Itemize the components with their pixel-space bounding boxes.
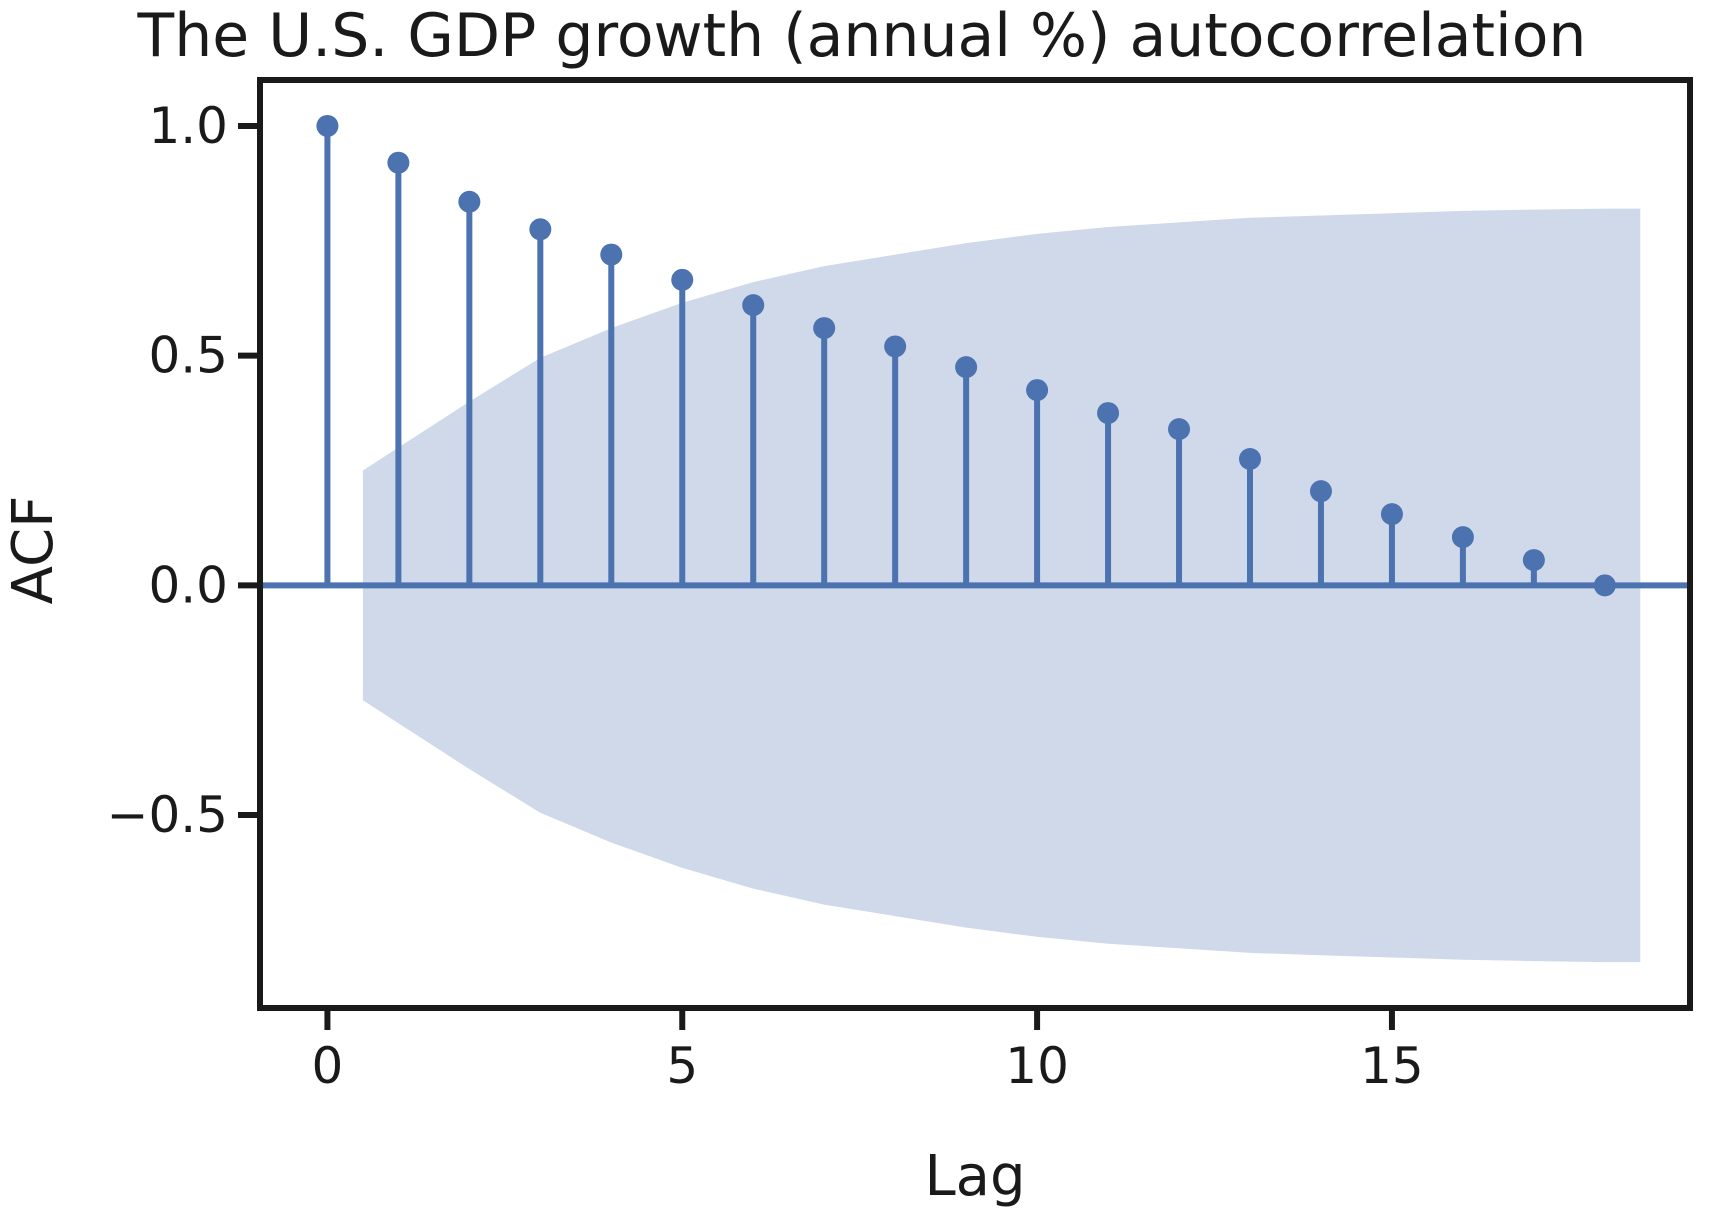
acf-point-2 [458, 190, 481, 213]
chart-title: The U.S. GDP growth (annual %) autocorre… [137, 1, 1587, 71]
y-tick-label: 0.0 [148, 556, 228, 614]
y-axis-label: ACF [1, 496, 66, 605]
acf-point-7 [813, 317, 836, 340]
acf-point-8 [884, 335, 907, 358]
acf-point-16 [1451, 526, 1474, 549]
y-tick-label: 0.5 [148, 327, 228, 385]
acf-point-14 [1309, 480, 1332, 503]
acf-point-17 [1522, 549, 1545, 572]
plot-area [260, 114, 1690, 963]
acf-point-12 [1168, 418, 1191, 441]
acf-point-13 [1239, 448, 1261, 471]
x-tick-label: 0 [312, 1037, 344, 1095]
acf-point-10 [1026, 379, 1049, 402]
acf-point-6 [742, 294, 765, 317]
acf-point-4 [600, 243, 623, 266]
y-tick-label: 1.0 [148, 97, 228, 155]
acf-point-0 [316, 114, 339, 137]
axis-ticks: 0 5 10 15 1.0 0.5 0.0 −0.5 [107, 97, 1424, 1095]
acf-point-3 [529, 218, 552, 241]
x-axis-label: Lag [924, 1144, 1025, 1209]
y-tick-label: −0.5 [107, 786, 228, 844]
acf-point-15 [1380, 503, 1403, 526]
acf-point-18 [1593, 574, 1616, 597]
acf-point-5 [671, 268, 694, 291]
acf-point-11 [1097, 402, 1120, 425]
x-tick-label: 15 [1360, 1037, 1424, 1095]
x-tick-label: 5 [666, 1037, 698, 1095]
acf-point-9 [955, 356, 978, 379]
plot-frame [257, 77, 1693, 1011]
x-tick-label: 10 [1005, 1037, 1069, 1095]
acf-point-1 [387, 151, 410, 174]
